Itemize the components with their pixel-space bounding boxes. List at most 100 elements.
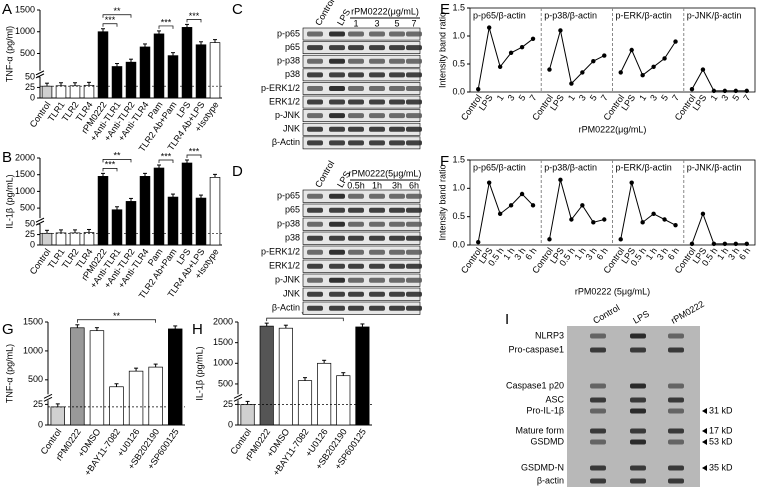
lane-label: 6h [409, 180, 419, 190]
band [590, 465, 606, 471]
band [668, 347, 684, 353]
row-label: β-actin [537, 475, 564, 485]
series-line [477, 180, 534, 243]
axis-break [35, 217, 45, 223]
band [329, 207, 345, 213]
band [329, 305, 345, 311]
band [348, 249, 364, 255]
lane-label: rPM0222 [669, 299, 706, 326]
x-tick-label: 5 [588, 93, 599, 103]
band [369, 305, 385, 311]
bar [97, 176, 109, 246]
band [406, 249, 422, 255]
y-tick-label: 0.5 [452, 58, 465, 68]
blot-background [567, 326, 700, 487]
panel-letter: A [2, 1, 12, 18]
band [329, 99, 345, 105]
bar [89, 330, 105, 426]
bar [355, 326, 370, 426]
bar [209, 177, 221, 246]
band [348, 207, 364, 213]
row-label: p-p38 [277, 219, 300, 229]
row-label: JNK [283, 289, 300, 299]
x-tick-label: 7 [599, 93, 610, 103]
significance-label: *** [161, 17, 172, 27]
band [329, 249, 345, 255]
band [406, 140, 422, 146]
band [406, 193, 422, 199]
significance-bracket [158, 25, 174, 29]
bar [41, 85, 53, 99]
x-tick-label: 1 [637, 93, 648, 103]
y-axis-title: IL-1β (pg/mL) [194, 346, 204, 400]
bar [153, 33, 165, 99]
band [348, 277, 364, 283]
band [307, 235, 323, 241]
bar [125, 201, 137, 246]
x-tick-label: 1 [708, 93, 719, 103]
band [348, 113, 364, 119]
facet-title: p-p38/β-actin [544, 10, 597, 20]
bar [278, 327, 293, 426]
band [389, 113, 405, 119]
y-tick-label: 0.5 [452, 211, 465, 221]
axis-break [43, 393, 53, 399]
y-tick-label: 500 [20, 48, 35, 58]
x-tick-label: 7 [670, 93, 681, 103]
x-axis-title: rPM0222 (5μg/mL) [575, 286, 650, 296]
y-tick-label: 25 [25, 229, 35, 239]
band [369, 58, 385, 64]
band [329, 85, 345, 91]
significance-label: *** [189, 146, 200, 156]
significance-label: ** [113, 311, 121, 321]
treatment-label: rPM0222(μg/mL) [351, 6, 419, 16]
band [630, 478, 646, 484]
x-axis-title: rPM0222(μg/mL) [579, 124, 647, 134]
row-label: ERK1/2 [269, 261, 300, 271]
band [369, 85, 385, 91]
bar [336, 375, 351, 426]
band [369, 99, 385, 105]
significance-bracket [266, 317, 344, 322]
band [668, 397, 684, 403]
band [668, 478, 684, 484]
band [307, 193, 323, 199]
y-tick-label: 0 [38, 419, 43, 429]
row-label: p-p65 [277, 28, 300, 38]
y-tick-label: 0 [228, 419, 233, 429]
bar [259, 325, 274, 426]
point [476, 87, 481, 92]
x-tick-label: 7 [741, 93, 752, 103]
facet-title: p-JNK/β-actin [687, 10, 742, 20]
y-tick-label: 1500 [23, 316, 43, 326]
x-tick-label: 5 [517, 93, 528, 103]
band [389, 126, 405, 132]
bar [195, 44, 207, 99]
bar [70, 327, 85, 426]
marker-arrow [702, 428, 707, 434]
band [348, 85, 364, 91]
point [476, 239, 481, 245]
band [329, 263, 345, 269]
bar [55, 232, 67, 246]
band [348, 140, 364, 146]
band [369, 207, 385, 213]
row-label: p-p38 [277, 56, 300, 66]
point [618, 70, 623, 75]
band [348, 263, 364, 269]
band [369, 221, 385, 227]
bar [111, 209, 123, 246]
band [630, 439, 646, 445]
band [668, 428, 684, 434]
band [406, 58, 422, 64]
significance-label: ** [113, 6, 121, 16]
y-tick-label: 1.5 [452, 2, 465, 12]
band [348, 235, 364, 241]
x-tick-label: 7 [528, 93, 539, 103]
band [369, 235, 385, 241]
marker-label: 17 kD [709, 425, 733, 435]
band [668, 465, 684, 471]
band [369, 249, 385, 255]
band [590, 428, 606, 434]
band [329, 235, 345, 241]
